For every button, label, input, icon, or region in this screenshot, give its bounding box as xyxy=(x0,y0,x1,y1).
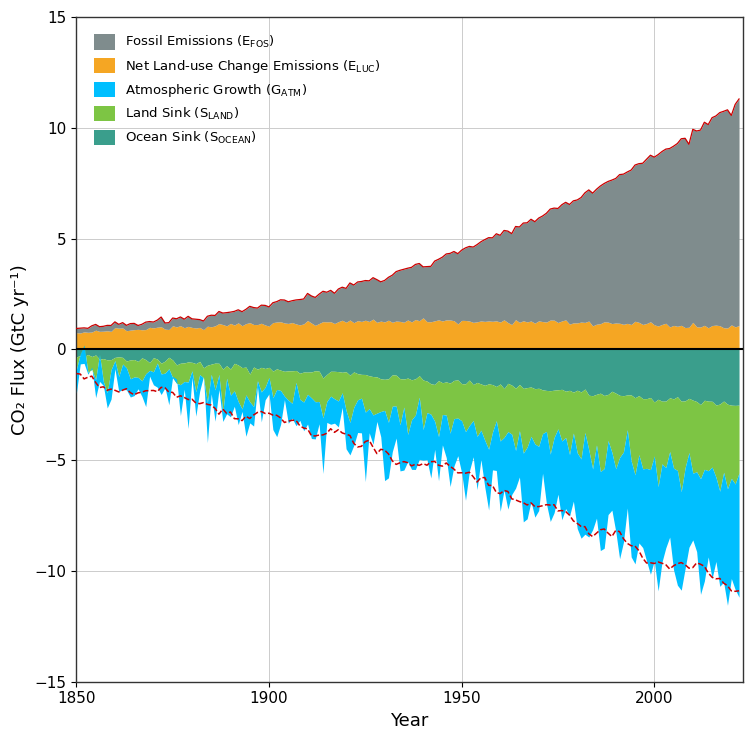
Y-axis label: CO₂ Flux (GtC yr⁻¹): CO₂ Flux (GtC yr⁻¹) xyxy=(11,264,29,435)
X-axis label: Year: Year xyxy=(391,712,429,730)
Legend: Fossil Emissions (E$_{\mathregular{FOS}}$), Net Land-use Change Emissions (E$_{\: Fossil Emissions (E$_{\mathregular{FOS}}… xyxy=(83,24,391,156)
